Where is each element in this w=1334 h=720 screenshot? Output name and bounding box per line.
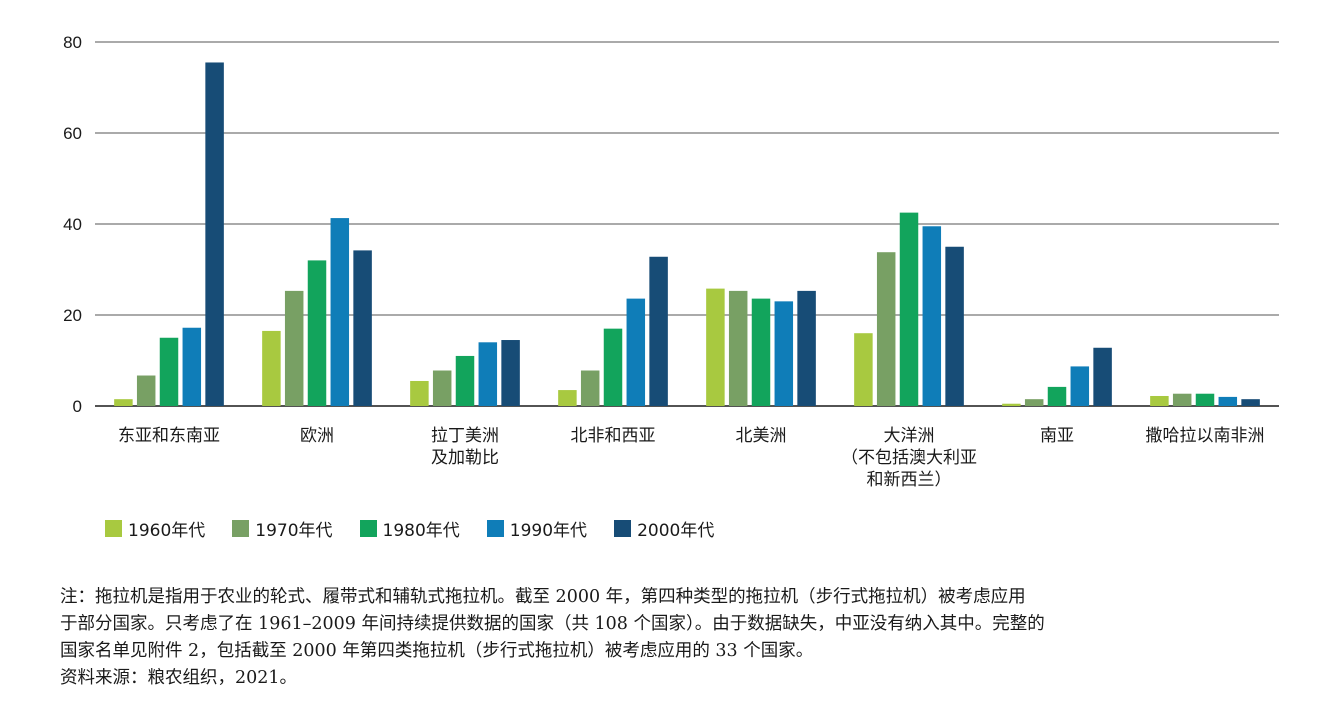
y-tick-label: 40 — [63, 215, 82, 234]
bar — [136, 375, 156, 406]
bar — [262, 330, 281, 406]
bar — [307, 260, 327, 406]
bar — [751, 298, 771, 406]
bar — [159, 337, 179, 406]
legend-swatch — [614, 520, 632, 537]
legend-swatch — [232, 520, 250, 537]
legend-label: 1980年代 — [382, 521, 460, 541]
x-category-label: 南亚 — [1040, 426, 1074, 446]
bar — [353, 250, 372, 406]
y-tick-label: 80 — [63, 33, 82, 52]
bar — [728, 290, 748, 406]
chart-legend: 1960年代 1970年代 1980年代 1990年代 2000年代 — [105, 516, 741, 541]
bar — [1150, 395, 1169, 406]
bar — [1047, 386, 1067, 406]
x-category-label: 拉丁美洲 — [431, 426, 499, 446]
bar — [284, 290, 304, 406]
x-category-label: 及加勒比 — [431, 448, 499, 468]
chart-notes: 注：拖拉机是指用于农业的轮式、履带式和辅轨式拖拉机。截至 2000 年，第四种类… — [60, 584, 1310, 692]
bar — [774, 301, 794, 406]
bar — [330, 218, 350, 406]
bar — [182, 327, 202, 406]
legend-item: 1990年代 — [486, 516, 588, 541]
x-category-label: 北美洲 — [736, 426, 787, 446]
legend-item: 1980年代 — [359, 516, 460, 541]
bar — [797, 290, 816, 406]
bar — [706, 288, 725, 406]
legend-item: 1960年代 — [105, 516, 205, 541]
bar — [478, 342, 498, 406]
bar — [1024, 399, 1044, 406]
legend-label: 2000年代 — [637, 521, 715, 541]
bar — [1002, 403, 1021, 406]
legend-item: 1970年代 — [232, 516, 333, 541]
bar — [854, 333, 873, 406]
source-line: 资料来源：粮农组织，2021。 — [60, 668, 298, 688]
bar — [410, 380, 429, 406]
bar — [899, 212, 919, 406]
bar — [558, 390, 577, 406]
x-category-label: 和新西兰） — [867, 470, 952, 490]
bar — [922, 226, 942, 406]
note-line-2: 于部分国家。只考虑了在 1961–2009 年间持续提供数据的国家（共 108 … — [60, 614, 1045, 634]
bar — [501, 340, 520, 406]
bar — [876, 252, 896, 406]
y-tick-label: 60 — [63, 124, 82, 143]
bar — [1172, 393, 1192, 406]
x-category-label: 欧洲 — [300, 426, 334, 446]
legend-label: 1990年代 — [509, 521, 588, 541]
x-category-label: 大洋洲 — [884, 426, 935, 446]
x-category-label: 东亚和东南亚 — [118, 426, 220, 446]
bar — [649, 256, 668, 406]
bar — [114, 399, 133, 406]
y-tick-label: 0 — [73, 397, 82, 416]
bar — [1070, 366, 1090, 406]
bar — [1241, 399, 1260, 406]
legend-item: 2000年代 — [614, 516, 714, 541]
legend-swatch — [105, 520, 122, 537]
bar — [626, 298, 646, 406]
y-tick-label: 20 — [63, 306, 82, 325]
bar — [945, 246, 964, 406]
x-category-label: 撒哈拉以南非洲 — [1146, 426, 1265, 446]
note-line-1: 注：拖拉机是指用于农业的轮式、履带式和辅轨式拖拉机。截至 2000 年，第四种类… — [60, 587, 1026, 607]
bar — [432, 370, 452, 406]
x-category-label: 北非和西亚 — [571, 426, 656, 446]
bar — [205, 62, 224, 406]
legend-swatch — [359, 520, 377, 537]
x-category-label: （不包括澳大利亚 — [841, 448, 977, 468]
bar — [580, 370, 600, 406]
legend-label: 1960年代 — [128, 521, 206, 541]
legend-swatch — [486, 520, 504, 537]
bar — [603, 328, 623, 406]
bar — [1093, 347, 1112, 406]
bar — [455, 355, 475, 406]
legend-label: 1970年代 — [255, 521, 333, 541]
bar — [1218, 396, 1238, 406]
note-line-3: 国家名单见附件 2，包括截至 2000 年第四类拖拉机（步行式拖拉机）被考虑应用… — [60, 641, 814, 661]
bar — [1195, 393, 1215, 406]
